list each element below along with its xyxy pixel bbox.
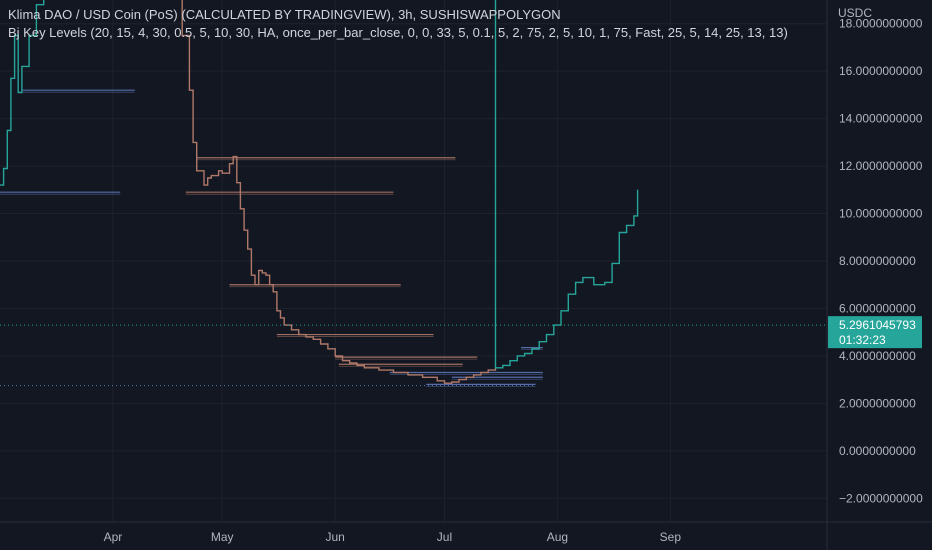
grid-layer: [0, 0, 827, 522]
price-tick-label: 16.0000000000: [839, 64, 923, 78]
time-tick-label: Aug: [547, 530, 568, 544]
price-tick-label: 0.0000000000: [839, 444, 916, 458]
price-tick-label: 18.0000000000: [839, 17, 923, 31]
price-series-line: [181, 0, 497, 384]
price-tick-label: 6.0000000000: [839, 301, 916, 315]
price-series-line: [0, 0, 639, 369]
indicator-legend[interactable]: Bj Key Levels (20, 15, 4, 30, 0.5, 5, 10…: [8, 25, 788, 40]
price-tag-value: 5.2961045793: [839, 318, 916, 332]
time-tick-label: May: [211, 530, 234, 544]
time-axis: Apr May Jun Jul Aug Sep: [104, 530, 682, 544]
chart-title: Klima DAO / USD Coin (PoS) (CALCULATED B…: [8, 7, 561, 22]
time-tick-label: Apr: [104, 530, 123, 544]
price-tick-label: −2.0000000000: [839, 491, 923, 505]
time-tick-label: Jul: [437, 530, 452, 544]
price-tick-label: 10.0000000000: [839, 207, 923, 221]
price-tick-label: 2.0000000000: [839, 396, 916, 410]
time-tick-label: Sep: [660, 530, 682, 544]
price-tick-label: 14.0000000000: [839, 112, 923, 126]
currency-label: USDC: [838, 6, 872, 20]
key-levels-layer: [0, 89, 543, 387]
price-tag-countdown: 01:32:23: [839, 333, 886, 347]
time-tick-label: Jun: [325, 530, 344, 544]
price-axis: 18.0000000000 16.0000000000 14.0000000000 1…: [839, 17, 923, 506]
price-tick-label: 4.0000000000: [839, 349, 916, 363]
price-tag-box: [828, 316, 922, 349]
price-tick-label: 8.0000000000: [839, 254, 916, 268]
price-series-layer: [0, 0, 639, 384]
price-tick-label: 12.0000000000: [839, 159, 923, 173]
